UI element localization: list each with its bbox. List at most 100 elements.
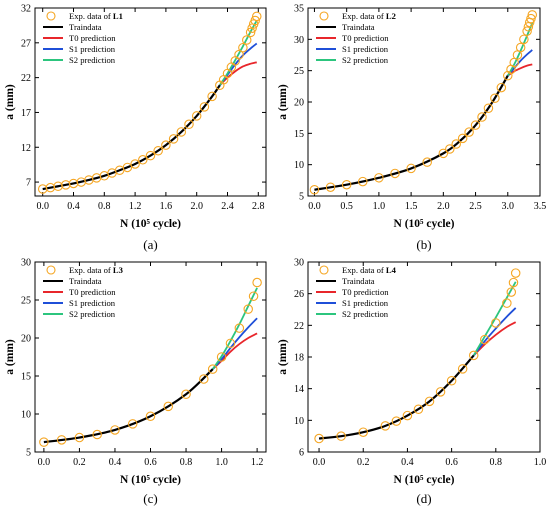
chart-panel: 0.0 0.4 0.8 1.2 1.6 2.0 2.4 2.8 7 12 17 22 27 32 N (10…	[4, 4, 267, 252]
exp-data-point	[446, 375, 457, 386]
exp-data-point	[470, 120, 481, 130]
y-tick-label: 30	[21, 258, 31, 269]
panel-caption: (d)	[416, 491, 431, 506]
exp-data-point	[56, 435, 67, 445]
x-tick-label: 0.4	[401, 457, 414, 468]
legend-label-text: Traindata	[342, 22, 375, 32]
exp-data-point	[127, 419, 138, 429]
y-tick-label: 30	[294, 258, 304, 269]
legend-label: S2 prediction	[342, 309, 389, 319]
y-tick-label: 22	[21, 73, 31, 84]
exp-data-point	[422, 157, 432, 167]
exp-data-point	[451, 139, 461, 149]
exp-data-point	[314, 433, 324, 444]
exp-data-point	[468, 350, 479, 361]
x-tick-label: 0.4	[67, 201, 80, 212]
exp-data-point	[243, 304, 253, 314]
legend-label-text: Exp. data of	[69, 265, 113, 275]
legend-label: S2 prediction	[69, 309, 116, 319]
legend-label-text: Exp. data of	[342, 265, 386, 275]
legend-label-text: S1 prediction	[342, 44, 389, 54]
legend-label: Traindata	[342, 276, 375, 286]
legend-label-text: Traindata	[342, 276, 375, 286]
exp-data-point	[457, 364, 468, 374]
exp-data-point	[39, 437, 49, 447]
y-tick-label: 14	[294, 384, 304, 395]
x-tick-label: 0.6	[144, 457, 157, 468]
exp-data-point	[508, 277, 519, 288]
x-tick-label: 0.0	[313, 457, 326, 468]
x-tick-label: 1.0	[215, 457, 228, 468]
legend-label-text: S2 prediction	[342, 55, 389, 65]
legend-label-text: S2 prediction	[69, 309, 116, 319]
x-tick-label: 0.4	[109, 457, 122, 468]
x-tick-label: 0.6	[445, 457, 458, 468]
y-axis-label: a (mm)	[277, 84, 289, 120]
exp-data-point	[374, 173, 384, 183]
legend-label-bold: L1	[113, 11, 123, 21]
exp-data-point	[390, 168, 400, 179]
exp-data-point	[464, 127, 474, 137]
exp-data-point	[457, 133, 468, 144]
exp-data-point	[242, 35, 252, 45]
exp-data-point	[515, 42, 526, 53]
x-tick-label: 1.2	[251, 457, 264, 468]
t0-prediction-line	[473, 321, 517, 357]
exp-data-point	[435, 387, 446, 397]
exp-data-point	[216, 352, 227, 362]
exp-data-point	[225, 338, 236, 349]
legend-label: Traindata	[342, 22, 375, 32]
legend-label-text: T0 prediction	[69, 33, 116, 43]
legend-label-bold: L2	[386, 11, 396, 21]
exp-data-point	[74, 432, 85, 443]
y-tick-label: 15	[21, 372, 31, 383]
exp-data-point	[168, 134, 179, 144]
exp-data-point	[480, 334, 490, 345]
exp-data-point	[527, 10, 538, 20]
y-tick-label: 35	[294, 4, 304, 15]
x-tick-label: 0.0	[38, 457, 51, 468]
x-tick-label: 1.2	[129, 201, 142, 212]
legend-label: T0 prediction	[342, 287, 389, 297]
legend-label-text: T0 prediction	[342, 287, 389, 297]
y-tick-label: 7	[26, 178, 31, 189]
s2-prediction-line	[219, 20, 258, 86]
exp-data-point	[325, 182, 336, 192]
traindata-line	[43, 368, 214, 444]
exp-data-point	[358, 427, 368, 437]
exp-data-point	[336, 431, 346, 441]
exp-data-point	[199, 374, 209, 384]
exp-data-point	[424, 396, 435, 407]
legend-marker	[46, 265, 56, 275]
exp-data-point	[402, 410, 413, 421]
exp-data-point	[145, 411, 156, 422]
legend-label: T0 prediction	[69, 287, 116, 297]
x-tick-label: 0.2	[357, 457, 370, 468]
exp-data-point	[491, 318, 501, 328]
legend-marker	[319, 265, 329, 275]
exp-data-point	[250, 15, 260, 26]
y-tick-label: 18	[294, 353, 304, 364]
y-tick-label: 17	[21, 108, 31, 119]
exp-data-point	[445, 144, 455, 154]
y-tick-label: 25	[294, 66, 304, 77]
exp-data-point	[234, 323, 245, 333]
exp-data-point	[181, 389, 191, 399]
x-tick-label: 1.0	[534, 457, 547, 468]
y-tick-label: 5	[26, 448, 31, 459]
legend-label-text: T0 prediction	[342, 33, 389, 43]
x-axis-label: N (10⁵ cycle)	[120, 474, 181, 486]
x-axis-label: N (10⁵ cycle)	[394, 474, 455, 486]
y-tick-label: 26	[294, 289, 304, 300]
s1-prediction-line	[507, 49, 533, 77]
exp-data-point	[145, 150, 156, 161]
x-tick-label: 0.0	[36, 201, 49, 212]
legend-label-text: S1 prediction	[69, 44, 116, 54]
x-axis-label: N (10⁵ cycle)	[394, 218, 455, 230]
s1-prediction-line	[472, 307, 517, 356]
t0-prediction-line	[219, 61, 257, 86]
exp-data-point	[510, 268, 521, 278]
exp-data-point	[184, 119, 194, 130]
exp-data-point	[199, 102, 210, 112]
exp-data-point	[130, 159, 140, 169]
